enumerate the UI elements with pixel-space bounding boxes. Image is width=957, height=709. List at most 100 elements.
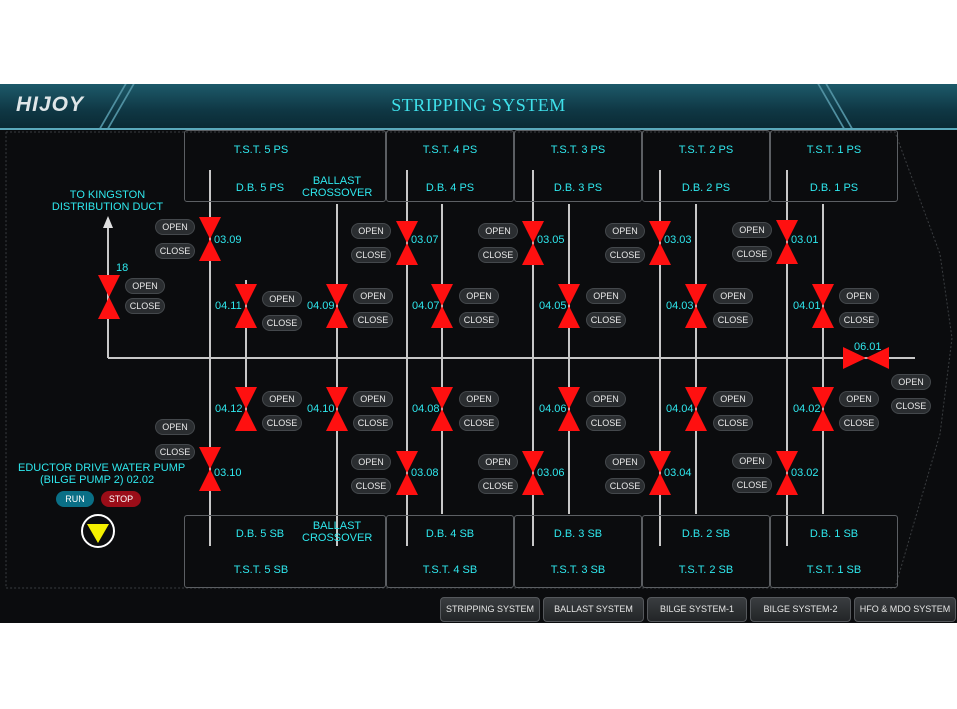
ballast-crossover-label: CROSSOVER (302, 532, 373, 544)
valve-03-08[interactable] (396, 451, 418, 495)
valve-04-08[interactable] (431, 387, 453, 431)
valve-03-05-close-button[interactable]: CLOSE (478, 247, 518, 263)
tank-label: D.B. 4 PS (425, 182, 475, 194)
valve-04-09[interactable] (326, 284, 348, 328)
tank-label: D.B. 1 PS (809, 182, 859, 194)
valve-04-02[interactable] (812, 387, 834, 431)
valve-03-07-close-button[interactable]: CLOSE (351, 247, 391, 263)
valve-04-05[interactable] (558, 284, 580, 328)
valve-04-12[interactable] (235, 387, 257, 431)
valve-04-05-open-button[interactable]: OPEN (586, 288, 626, 304)
valve-03-10-open-button[interactable]: OPEN (155, 419, 195, 435)
valve-03-08-close-button[interactable]: CLOSE (351, 478, 391, 494)
valve-03-05[interactable] (522, 221, 544, 265)
pump-run-button[interactable]: RUN (56, 491, 94, 507)
tank-label: D.B. 2 SB (681, 528, 731, 540)
valve-04-03-close-button[interactable]: CLOSE (713, 312, 753, 328)
valve-03-06[interactable] (522, 451, 544, 495)
valve-03-04[interactable] (649, 451, 671, 495)
pump-stop-button[interactable]: STOP (101, 491, 141, 507)
valve-03-01-open-button[interactable]: OPEN (732, 222, 772, 238)
valve-04-11[interactable] (235, 284, 257, 328)
valve-03-07[interactable] (396, 221, 418, 265)
valve-18-close-button[interactable]: CLOSE (125, 298, 165, 314)
valve-03-08-open-button[interactable]: OPEN (351, 454, 391, 470)
valve-04-04-close-button[interactable]: CLOSE (713, 415, 753, 431)
tank-group-2-ps (642, 130, 770, 202)
pump-label: EDUCTOR DRIVE WATER PUMP (18, 462, 186, 474)
valve-03-02-open-button[interactable]: OPEN (732, 453, 772, 469)
valve-06-01-open-button[interactable]: OPEN (891, 374, 931, 390)
valve-03-04-close-button[interactable]: CLOSE (605, 478, 645, 494)
tab-bilge-system-1[interactable]: BILGE SYSTEM-1 (647, 597, 747, 622)
valve-03-10[interactable] (199, 447, 221, 491)
tab-bilge-system-2[interactable]: BILGE SYSTEM-2 (750, 597, 851, 622)
valve-04-09-open-button[interactable]: OPEN (353, 288, 393, 304)
valve-03-10-close-button[interactable]: CLOSE (155, 444, 195, 460)
valve-03-01-close-button[interactable]: CLOSE (732, 246, 772, 262)
valve-04-10[interactable] (326, 387, 348, 431)
valve-04-08-close-button[interactable]: CLOSE (459, 415, 499, 431)
valve-04-05-close-button[interactable]: CLOSE (586, 312, 626, 328)
tab-stripping-system[interactable]: STRIPPING SYSTEM (440, 597, 540, 622)
ballast-crossover-label: CROSSOVER (302, 187, 373, 199)
valve-03-02-close-button[interactable]: CLOSE (732, 477, 772, 493)
valve-04-07-open-button[interactable]: OPEN (459, 288, 499, 304)
valve-03-03[interactable] (649, 221, 671, 265)
valve-03-03-close-button[interactable]: CLOSE (605, 247, 645, 263)
tank-label: D.B. 5 SB (235, 528, 285, 540)
valve-04-02-close-button[interactable]: CLOSE (839, 415, 879, 431)
valve-04-07[interactable] (431, 284, 453, 328)
valve-04-10-close-button[interactable]: CLOSE (353, 415, 393, 431)
valve-03-06-open-button[interactable]: OPEN (478, 454, 518, 470)
tab-ballast-system[interactable]: BALLAST SYSTEM (543, 597, 644, 622)
frame-outline (5, 131, 953, 589)
tank-group-4-ps (386, 130, 514, 202)
valve-03-09-open-button[interactable]: OPEN (155, 219, 195, 235)
valve-04-10-open-button[interactable]: OPEN (353, 391, 393, 407)
valve-id: 04.03 (666, 300, 694, 312)
tank-label: T.S.T. 4 PS (422, 144, 478, 156)
valve-04-06-close-button[interactable]: CLOSE (586, 415, 626, 431)
valve-04-08-open-button[interactable]: OPEN (459, 391, 499, 407)
valve-18-open-button[interactable]: OPEN (125, 278, 165, 294)
valve-04-03[interactable] (685, 284, 707, 328)
valve-03-06-close-button[interactable]: CLOSE (478, 478, 518, 494)
valve-04-03-open-button[interactable]: OPEN (713, 288, 753, 304)
valve-03-02[interactable] (776, 451, 798, 495)
valve-id: 04.09 (307, 300, 335, 312)
valve-04-02-open-button[interactable]: OPEN (839, 391, 879, 407)
ballast-crossover-label: BALLAST (312, 520, 362, 532)
valve-18[interactable] (98, 275, 120, 319)
valve-03-09-close-button[interactable]: CLOSE (155, 243, 195, 259)
valve-04-11-close-button[interactable]: CLOSE (262, 315, 302, 331)
tank-group-1-sb (770, 515, 898, 588)
tab-hfo-mdo-system[interactable]: HFO & MDO SYSTEM (854, 597, 956, 622)
valve-04-12-open-button[interactable]: OPEN (262, 391, 302, 407)
tank-label: D.B. 2 PS (681, 182, 731, 194)
tank-group-3-sb (514, 515, 642, 588)
valve-04-09-close-button[interactable]: CLOSE (353, 312, 393, 328)
valve-04-07-close-button[interactable]: CLOSE (459, 312, 499, 328)
valve-04-06-open-button[interactable]: OPEN (586, 391, 626, 407)
valve-04-06[interactable] (558, 387, 580, 431)
valve-04-12-close-button[interactable]: CLOSE (262, 415, 302, 431)
valve-06-01[interactable] (843, 347, 889, 369)
valve-03-05-open-button[interactable]: OPEN (478, 223, 518, 239)
valve-03-09[interactable] (199, 217, 221, 261)
valve-04-01-close-button[interactable]: CLOSE (839, 312, 879, 328)
valve-04-04-open-button[interactable]: OPEN (713, 391, 753, 407)
pump-icon[interactable] (80, 513, 116, 549)
valve-04-04[interactable] (685, 387, 707, 431)
valve-04-01-open-button[interactable]: OPEN (839, 288, 879, 304)
valve-03-07-open-button[interactable]: OPEN (351, 223, 391, 239)
valve-03-03-open-button[interactable]: OPEN (605, 223, 645, 239)
valve-04-01[interactable] (812, 284, 834, 328)
valve-04-11-open-button[interactable]: OPEN (262, 291, 302, 307)
valve-id: 04.11 (215, 300, 242, 312)
tank-label: T.S.T. 2 SB (678, 564, 734, 576)
tank-group-1-ps (770, 130, 898, 202)
valve-03-01[interactable] (776, 220, 798, 264)
valve-06-01-close-button[interactable]: CLOSE (891, 398, 931, 414)
valve-03-04-open-button[interactable]: OPEN (605, 454, 645, 470)
